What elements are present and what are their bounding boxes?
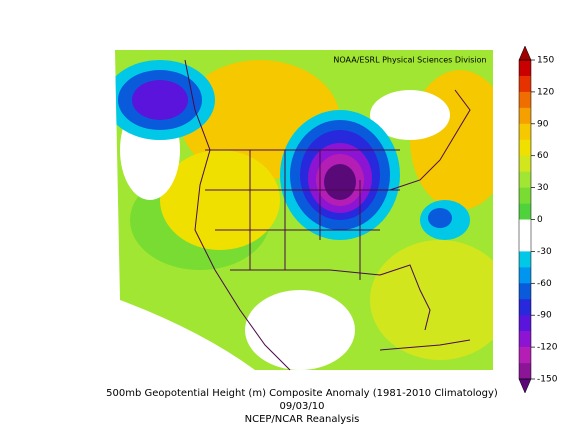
color-band xyxy=(519,123,531,141)
color-band xyxy=(519,363,531,380)
tick-label: 150 xyxy=(537,56,554,66)
tick-label: -120 xyxy=(537,343,558,353)
color-band xyxy=(519,139,531,156)
color-band xyxy=(519,299,531,316)
caption-source: NCEP/NCAR Reanalysis xyxy=(245,414,360,425)
color-band xyxy=(519,235,531,252)
tick-label: 60 xyxy=(537,151,549,161)
color-band xyxy=(519,91,531,109)
credit: NOAA/ESRL Physical Sciences Division xyxy=(333,56,486,65)
color-band xyxy=(519,107,531,125)
color-band xyxy=(519,315,531,332)
color-band xyxy=(519,203,531,220)
tick-label: -60 xyxy=(537,279,552,289)
tick-label: 0 xyxy=(537,215,543,225)
tick-label: 120 xyxy=(537,87,554,97)
anomaly-field xyxy=(115,50,493,370)
colorbar: 150 120 90 60 30 0 -30 -60 -90 -120 -150 xyxy=(518,45,558,394)
tick-label: 30 xyxy=(537,183,549,193)
color-band xyxy=(519,331,531,348)
tick-label: -30 xyxy=(537,247,552,257)
under-triangle xyxy=(518,378,532,394)
tick-label: -90 xyxy=(537,311,552,321)
color-band xyxy=(519,171,531,188)
over-triangle xyxy=(518,45,532,61)
color-band xyxy=(519,187,531,204)
color-band xyxy=(519,347,531,364)
color-band xyxy=(519,267,531,284)
caption-title: 500mb Geopotential Height (m) Composite … xyxy=(106,388,498,399)
tick-label: -150 xyxy=(537,375,558,385)
color-band xyxy=(519,155,531,172)
tick-label: 90 xyxy=(537,119,549,129)
color-band xyxy=(519,75,531,93)
caption-date: 09/03/10 xyxy=(280,401,325,412)
color-band xyxy=(519,251,531,268)
coastlines xyxy=(184,59,471,371)
color-band xyxy=(519,283,531,300)
color-band xyxy=(519,60,531,77)
color-band xyxy=(519,219,531,236)
